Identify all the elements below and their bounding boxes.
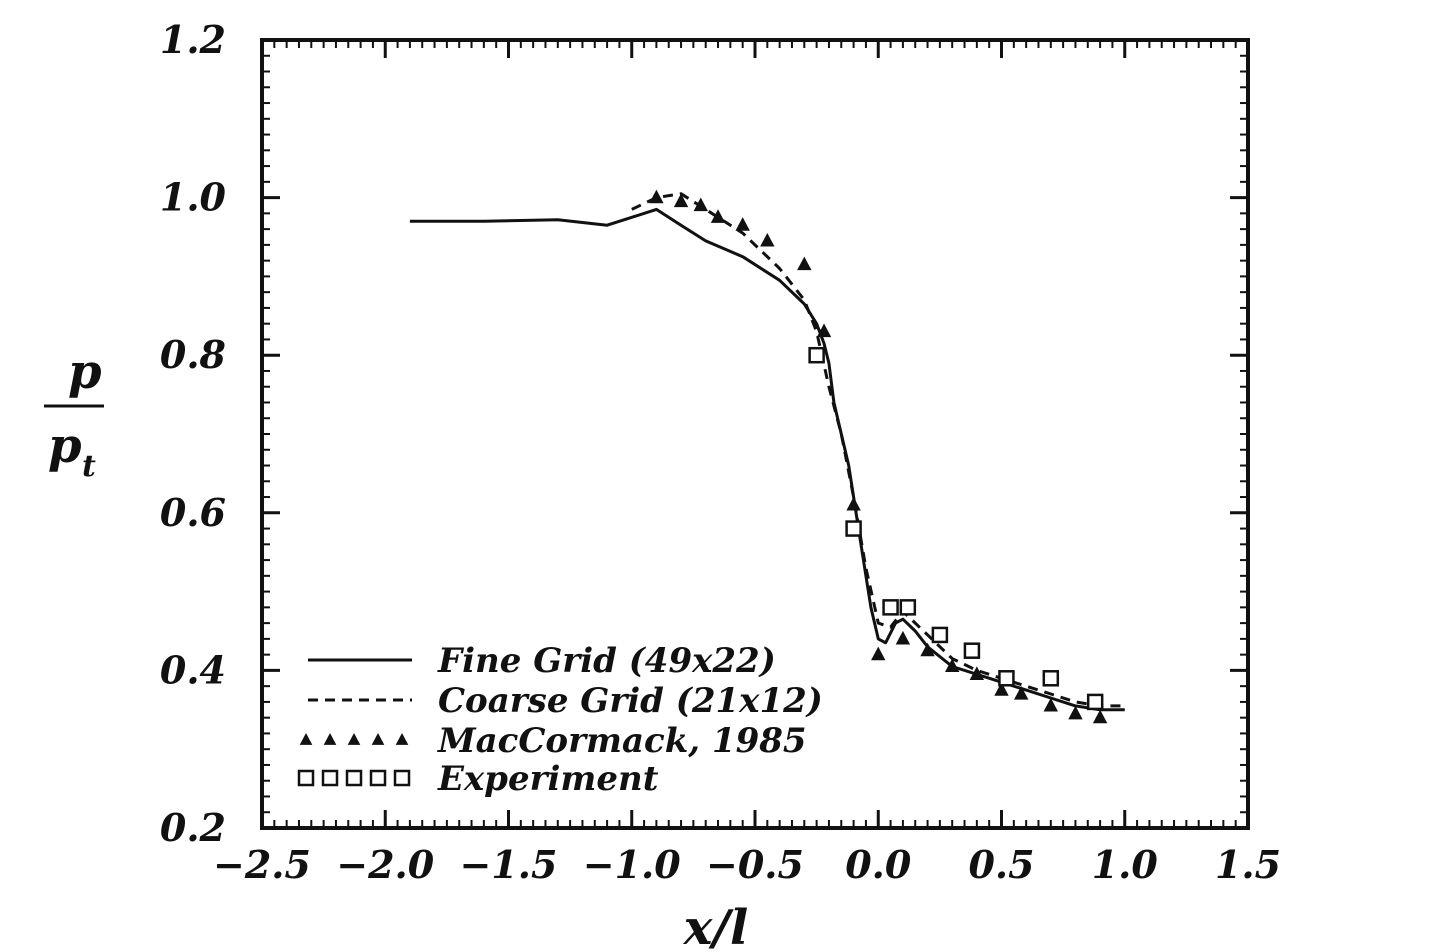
y-tick-labels: 0.2 0.4 0.6 0.8 1.0 1.2: [160, 17, 227, 850]
y-tick-label: 0.2: [160, 805, 226, 850]
maccormack-point: [994, 682, 1009, 696]
legend-triangle: [395, 733, 409, 745]
x-tick-label: −2.5: [213, 842, 311, 887]
y-tick-label: 0.6: [160, 490, 226, 535]
legend-square: [393, 769, 411, 787]
experiment-point: [808, 346, 825, 364]
maccormack-point: [1092, 709, 1108, 724]
series-line-0: [409, 207, 1125, 712]
maccormack-point: [895, 630, 911, 645]
legend-label-coarse-grid: Coarse Grid (21x12): [438, 681, 823, 721]
maccormack-point: [1014, 686, 1029, 700]
maccormack-point: [693, 197, 708, 212]
experiment-point: [899, 599, 917, 616]
legend-triangle: [299, 733, 313, 745]
markers-layer: [649, 189, 1108, 724]
maccormack-point: [871, 646, 886, 661]
x-tick-label: 1.5: [1215, 842, 1281, 887]
legend-triangle: [347, 733, 361, 745]
x-tick-label: 0.5: [968, 842, 1034, 887]
x-axis-title: x/l: [683, 900, 748, 952]
y-axis-title-subscript: t: [82, 449, 96, 484]
x-tick-label: −1.5: [460, 842, 558, 887]
experiment-point: [931, 626, 949, 644]
maccormack-point: [710, 209, 726, 223]
y-axis-title-denominator: p: [48, 418, 82, 474]
maccormack-point: [760, 232, 775, 247]
x-tick-label: −1.0: [583, 842, 682, 887]
series-line-1: [631, 192, 1125, 708]
maccormack-point: [673, 193, 689, 208]
legend-square: [369, 769, 387, 787]
experiment-point: [1086, 693, 1104, 711]
major-ticks: [260, 38, 1250, 830]
maccormack-point: [1068, 705, 1083, 720]
y-tick-label: 0.4: [160, 647, 226, 692]
maccormack-point: [1043, 697, 1058, 712]
legend: Fine Grid (49x22) Coarse Grid (21x12) Ma…: [297, 641, 823, 799]
y-tick-label: 1.2: [160, 17, 226, 62]
experiment-point: [998, 670, 1015, 687]
legend-square: [321, 769, 339, 787]
x-tick-label: 0.0: [845, 842, 912, 887]
legend-square: [297, 769, 315, 787]
experiment-point: [963, 642, 981, 659]
legend-label-maccormack: MacCormack, 1985: [437, 721, 807, 761]
x-tick-label: −2.0: [336, 842, 435, 887]
experiment-point: [845, 520, 862, 537]
legend-label-experiment: Experiment: [437, 759, 659, 799]
maccormack-point: [649, 189, 664, 204]
maccormack-point: [797, 256, 812, 271]
legend-square: [345, 769, 363, 787]
legend-swatch-experiment: [297, 769, 411, 787]
y-axis-title: p p t: [44, 344, 104, 484]
maccormack-point: [846, 496, 861, 511]
x-tick-labels: −2.5 −2.0 −1.5 −1.0 −0.5 0.0 0.5 1.0 1.5: [213, 842, 1281, 887]
y-axis-title-numerator: p: [68, 344, 102, 400]
legend-triangle: [371, 733, 385, 745]
series-layer: [409, 192, 1125, 712]
legend-triangle: [323, 733, 337, 745]
maccormack-point: [920, 642, 935, 657]
maccormack-point: [969, 666, 985, 680]
y-tick-label: 0.8: [160, 332, 226, 377]
experiment-point: [882, 599, 899, 616]
maccormack-point: [735, 217, 750, 231]
maccormack-point: [816, 323, 832, 338]
x-tick-label: 1.0: [1092, 842, 1159, 887]
experiment-point: [1042, 670, 1060, 687]
legend-label-fine-grid: Fine Grid (49x22): [437, 641, 776, 681]
maccormack-point: [945, 658, 960, 673]
x-tick-label: −0.5: [706, 842, 804, 887]
legend-swatch-maccormack: [299, 733, 409, 745]
y-tick-label: 1.0: [160, 175, 227, 220]
